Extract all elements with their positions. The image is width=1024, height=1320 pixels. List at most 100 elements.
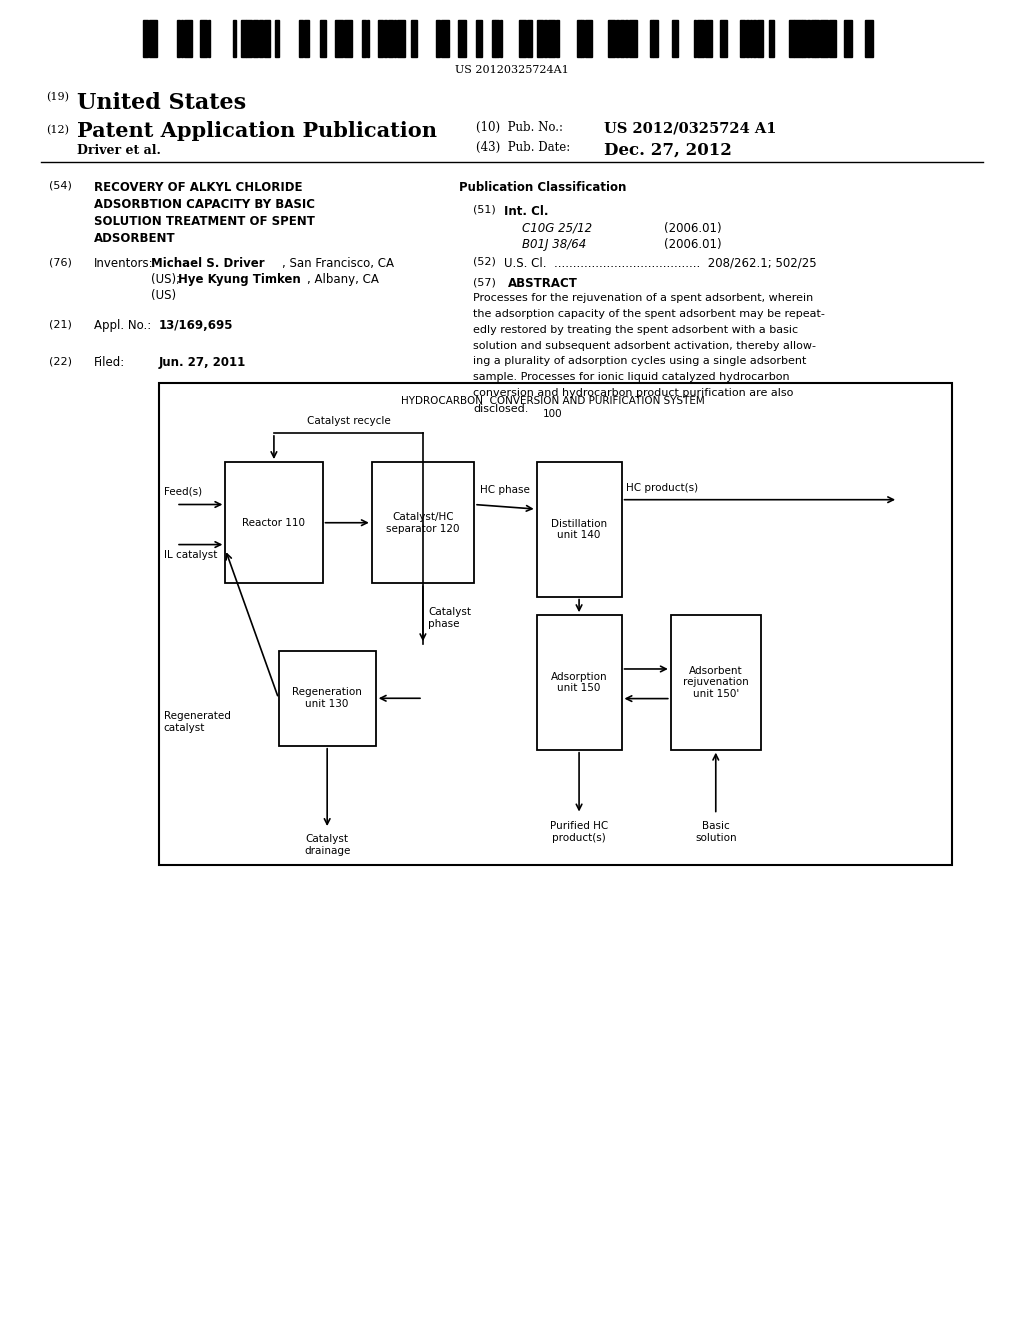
Bar — [693, 20, 696, 57]
Bar — [757, 20, 763, 57]
Bar — [242, 20, 246, 57]
Bar — [264, 20, 270, 57]
Text: (57): (57) — [473, 277, 496, 288]
Bar — [527, 20, 531, 57]
Text: Purified HC
product(s): Purified HC product(s) — [550, 821, 608, 842]
Bar — [608, 20, 615, 57]
Text: Catalyst recycle: Catalyst recycle — [306, 416, 390, 426]
Bar — [225, 462, 323, 583]
Bar — [769, 20, 774, 57]
Text: Appl. No.:: Appl. No.: — [94, 319, 156, 333]
Bar — [537, 615, 622, 750]
Text: ing a plurality of adsorption cycles using a single adsorbent: ing a plurality of adsorption cycles usi… — [473, 356, 807, 367]
Bar — [585, 20, 592, 57]
Text: (22): (22) — [49, 356, 72, 367]
Bar — [556, 20, 559, 57]
Text: Int. Cl.: Int. Cl. — [504, 205, 548, 218]
Bar — [844, 20, 852, 57]
Bar — [746, 20, 749, 57]
Text: US 2012/0325724 A1: US 2012/0325724 A1 — [604, 121, 776, 136]
Bar — [492, 20, 495, 57]
Bar — [740, 20, 745, 57]
Bar — [828, 20, 836, 57]
Bar — [582, 20, 584, 57]
Bar — [629, 20, 637, 57]
Bar — [653, 20, 657, 57]
Text: (US);: (US); — [151, 273, 183, 286]
Text: Regenerated
catalyst: Regenerated catalyst — [164, 711, 230, 733]
Text: (19): (19) — [46, 92, 69, 103]
Text: Catalyst
phase: Catalyst phase — [428, 607, 471, 628]
Bar — [616, 20, 618, 57]
Text: Adsorption
unit 150: Adsorption unit 150 — [551, 672, 607, 693]
Text: Michael S. Driver: Michael S. Driver — [151, 257, 264, 271]
Bar — [411, 20, 417, 57]
Text: Inventors:: Inventors: — [94, 257, 154, 271]
Text: (12): (12) — [46, 125, 69, 136]
Bar — [388, 20, 393, 57]
Bar — [537, 462, 622, 597]
Text: , Albany, CA: , Albany, CA — [307, 273, 379, 286]
Bar — [367, 20, 370, 57]
Text: HYDROCARBON  CONVERSION AND PURIFICATION SYSTEM: HYDROCARBON CONVERSION AND PURIFICATION … — [401, 396, 705, 407]
Bar — [394, 20, 396, 57]
Text: (52): (52) — [473, 256, 496, 267]
Bar — [253, 20, 258, 57]
Bar — [148, 20, 157, 57]
Text: Catalyst/HC
separator 120: Catalyst/HC separator 120 — [386, 512, 460, 533]
Bar — [811, 20, 814, 57]
Text: U.S. Cl.  .......................................  208/262.1; 502/25: U.S. Cl. ...............................… — [504, 256, 816, 269]
Bar — [538, 20, 543, 57]
Text: solution and subsequent adsorbent activation, thereby allow-: solution and subsequent adsorbent activa… — [473, 341, 816, 351]
Text: disclosed.: disclosed. — [473, 404, 528, 414]
Text: conversion and hydrocarbon product purification are also: conversion and hydrocarbon product purif… — [473, 388, 794, 399]
Text: edly restored by treating the spent adsorbent with a basic: edly restored by treating the spent adso… — [473, 325, 799, 335]
Bar — [259, 20, 263, 57]
Bar — [299, 20, 303, 57]
Bar — [578, 20, 581, 57]
Bar — [865, 20, 873, 57]
Bar — [378, 20, 383, 57]
Bar — [200, 20, 207, 57]
Text: (51): (51) — [473, 205, 496, 215]
Bar — [208, 20, 210, 57]
Bar — [440, 20, 449, 57]
Bar — [807, 20, 810, 57]
Text: IL catalyst: IL catalyst — [164, 550, 217, 560]
Bar — [436, 20, 439, 57]
Bar — [620, 20, 625, 57]
Bar — [177, 20, 180, 57]
Bar — [803, 20, 806, 57]
Bar — [397, 20, 406, 57]
Text: (2006.01): (2006.01) — [664, 222, 721, 235]
Bar — [819, 20, 827, 57]
Bar — [788, 20, 794, 57]
Text: (10)  Pub. No.:: (10) Pub. No.: — [476, 121, 563, 135]
Text: Patent Application Publication: Patent Application Publication — [77, 121, 437, 141]
Text: C10G 25/12: C10G 25/12 — [522, 222, 592, 235]
Bar — [650, 20, 652, 57]
Bar — [247, 20, 252, 57]
Bar — [544, 20, 547, 57]
Text: (US): (US) — [151, 289, 176, 302]
Bar — [458, 20, 466, 57]
Text: Processes for the rejuvenation of a spent adsorbent, wherein: Processes for the rejuvenation of a spen… — [473, 293, 813, 304]
Text: 13/169,695: 13/169,695 — [159, 319, 233, 333]
Bar — [372, 462, 474, 583]
Text: HC phase: HC phase — [480, 486, 530, 495]
Bar — [344, 20, 352, 57]
Text: Adsorbent
rejuvenation
unit 150': Adsorbent rejuvenation unit 150' — [683, 665, 749, 700]
Bar — [303, 20, 309, 57]
Text: B01J 38/64: B01J 38/64 — [522, 238, 587, 251]
Bar — [279, 651, 376, 746]
Text: Hye Kyung Timken: Hye Kyung Timken — [178, 273, 301, 286]
Text: Publication Classification: Publication Classification — [459, 181, 627, 194]
Text: United States: United States — [77, 92, 246, 115]
Bar — [335, 20, 343, 57]
Bar — [143, 20, 147, 57]
Bar — [671, 615, 761, 750]
Bar — [181, 20, 183, 57]
Text: Catalyst
drainage: Catalyst drainage — [304, 834, 350, 855]
Bar — [706, 20, 712, 57]
Bar — [720, 20, 727, 57]
